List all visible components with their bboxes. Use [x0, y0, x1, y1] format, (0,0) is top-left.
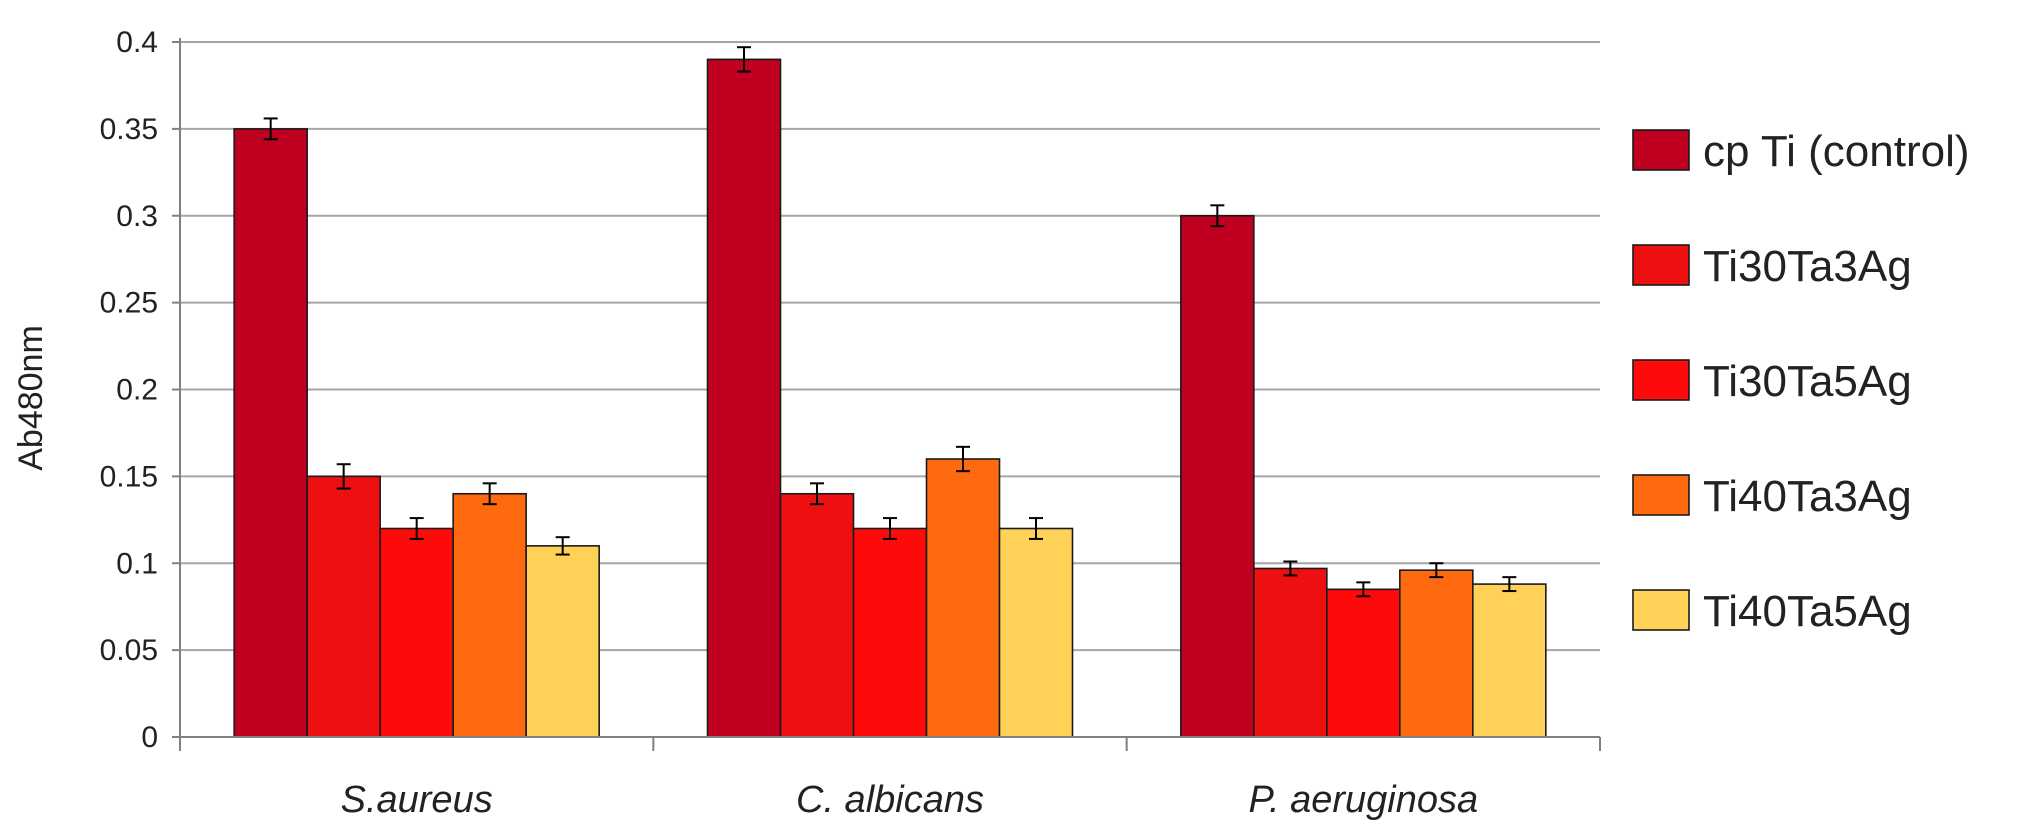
y-tick-label: 0.15: [100, 460, 158, 493]
y-tick-label: 0.35: [100, 113, 158, 146]
bar: [379, 527, 454, 738]
bar: [706, 58, 782, 738]
legend-label: Ti40Ta3Ag: [1703, 472, 1912, 521]
bar: [925, 458, 1001, 738]
legend-swatch: [1632, 589, 1690, 631]
y-axis-label: Ab480nm: [12, 325, 50, 471]
y-tick-label: 0.4: [116, 26, 158, 59]
x-category-label: C. albicans: [796, 779, 984, 821]
y-tick-label: 0.3: [116, 200, 158, 233]
y-tick-label: 0.2: [116, 374, 158, 407]
legend-swatch: [1632, 359, 1690, 401]
legend-label: cp Ti (control): [1703, 127, 1970, 176]
y-tick-label: 0: [141, 721, 158, 754]
y-axis-ticks: 0 0.05 0.1 0.15 0.2 0.25 0.3 0.35 0.4: [100, 26, 180, 754]
legend-label: Ti40Ta5Ag: [1703, 587, 1912, 636]
bar: [1472, 583, 1547, 738]
bar: [1399, 569, 1474, 738]
bar: [852, 527, 928, 738]
y-tick-label: 0.05: [100, 634, 158, 667]
bar: [1326, 588, 1401, 738]
legend-swatch: [1632, 244, 1690, 286]
bar: [306, 475, 381, 738]
axes: [179, 38, 1601, 751]
bar: [525, 545, 600, 738]
legend-label: Ti30Ta3Ag: [1703, 242, 1912, 291]
legend-swatch: [1632, 129, 1690, 171]
legend-swatch: [1632, 474, 1690, 516]
legend: cp Ti (control) Ti30Ta3Ag Ti30Ta5Ag Ti40Ta3…: [1632, 127, 1970, 636]
bar: [452, 492, 527, 738]
y-tick-label: 0.25: [100, 287, 158, 320]
legend-label: Ti30Ta5Ag: [1703, 357, 1912, 406]
y-tick-label: 0.1: [116, 547, 158, 580]
bar: [998, 527, 1074, 738]
category-labels: S.aureus C. albicans P. aeruginosa: [341, 779, 1479, 821]
x-category-label: P. aeruginosa: [1249, 779, 1479, 821]
bar: [233, 128, 308, 738]
bar: [1180, 214, 1255, 738]
bars: [233, 46, 1547, 738]
bar: [1253, 567, 1328, 738]
x-category-label: S.aureus: [341, 779, 493, 821]
bar: [779, 492, 855, 738]
